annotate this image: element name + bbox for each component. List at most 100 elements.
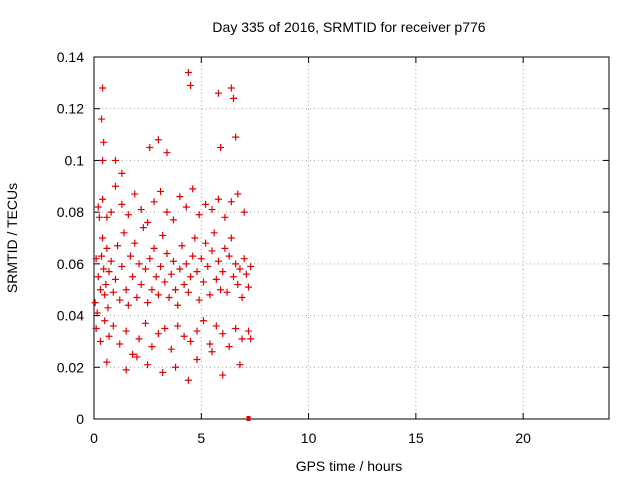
data-point bbox=[124, 211, 132, 219]
data-point bbox=[169, 257, 177, 265]
y-tick-label: 0.14 bbox=[57, 49, 84, 65]
data-point bbox=[129, 350, 137, 358]
data-point bbox=[219, 268, 227, 276]
data-point bbox=[214, 257, 222, 265]
data-point bbox=[217, 286, 225, 294]
data-point bbox=[92, 325, 100, 332]
data-point bbox=[105, 332, 113, 340]
data-point bbox=[206, 291, 214, 299]
data-point bbox=[159, 231, 167, 239]
data-point bbox=[93, 309, 101, 317]
data-point bbox=[176, 193, 184, 201]
data-point bbox=[199, 278, 207, 286]
y-tick-label: 0.02 bbox=[57, 359, 84, 375]
data-point bbox=[178, 242, 186, 250]
data-point bbox=[99, 195, 107, 203]
data-point bbox=[154, 330, 162, 338]
data-point bbox=[234, 281, 242, 289]
data-point bbox=[96, 286, 104, 294]
data-point bbox=[169, 216, 177, 224]
data-point bbox=[157, 187, 165, 195]
data-point bbox=[107, 257, 115, 265]
grid bbox=[94, 57, 609, 419]
data-point bbox=[99, 234, 107, 242]
data-point bbox=[94, 203, 102, 211]
data-point bbox=[174, 322, 182, 330]
data-point bbox=[92, 255, 100, 263]
data-point bbox=[103, 213, 111, 221]
data-point bbox=[184, 376, 192, 384]
data-point bbox=[133, 353, 141, 361]
data-point bbox=[240, 208, 248, 216]
data-point bbox=[124, 301, 132, 309]
data-point bbox=[238, 335, 246, 343]
x-tick-label: 20 bbox=[515, 430, 531, 446]
data-point bbox=[247, 335, 255, 343]
plot-area bbox=[93, 56, 610, 420]
data-point bbox=[111, 275, 119, 283]
data-point bbox=[182, 260, 190, 268]
data-point bbox=[137, 206, 145, 214]
data-point bbox=[146, 144, 154, 151]
data-point bbox=[152, 273, 160, 281]
data-point bbox=[187, 81, 195, 89]
data-point bbox=[180, 332, 188, 340]
data-point bbox=[184, 288, 192, 296]
data-points bbox=[91, 69, 255, 421]
data-point bbox=[206, 340, 214, 348]
data-point bbox=[133, 293, 141, 301]
data-point bbox=[161, 278, 169, 286]
data-point bbox=[227, 234, 235, 242]
data-point bbox=[157, 262, 165, 270]
data-point bbox=[219, 371, 227, 379]
data-point bbox=[182, 203, 190, 211]
data-point bbox=[126, 252, 134, 260]
y-axis-ticks: 0 0.02 0.04 0.06 0.08 0.1 0.12 0.14 bbox=[57, 49, 609, 427]
data-point bbox=[223, 288, 231, 296]
data-point bbox=[227, 198, 235, 206]
data-point bbox=[187, 337, 195, 345]
data-point bbox=[180, 281, 188, 289]
x-tick-label: 5 bbox=[197, 430, 205, 446]
data-point bbox=[148, 343, 156, 351]
data-point bbox=[107, 208, 115, 216]
data-point bbox=[116, 340, 124, 348]
data-point bbox=[189, 252, 197, 260]
data-point bbox=[208, 348, 216, 356]
data-point bbox=[103, 358, 111, 366]
data-point bbox=[150, 244, 158, 252]
data-point bbox=[247, 262, 255, 270]
y-tick-label: 0 bbox=[76, 411, 84, 427]
data-point bbox=[187, 273, 195, 281]
data-point bbox=[109, 288, 117, 296]
data-point bbox=[144, 361, 152, 369]
data-point bbox=[229, 273, 237, 281]
data-point bbox=[99, 156, 107, 164]
data-point bbox=[102, 281, 110, 289]
data-point bbox=[131, 239, 139, 247]
data-point bbox=[129, 273, 137, 281]
data-point bbox=[95, 213, 103, 221]
data-point bbox=[221, 213, 229, 221]
data-point bbox=[98, 252, 106, 260]
data-point bbox=[193, 327, 201, 335]
data-point bbox=[98, 115, 106, 123]
data-point bbox=[208, 206, 216, 214]
data-point bbox=[212, 275, 220, 283]
y-tick-label: 0.1 bbox=[65, 152, 85, 168]
data-point bbox=[101, 291, 109, 299]
data-point bbox=[111, 182, 119, 190]
data-point bbox=[142, 319, 149, 327]
data-point bbox=[195, 296, 203, 304]
data-point bbox=[172, 363, 180, 371]
data-point bbox=[242, 270, 250, 278]
data-point bbox=[176, 265, 184, 273]
data-point bbox=[118, 200, 126, 208]
data-point bbox=[131, 190, 139, 198]
data-point bbox=[120, 229, 128, 237]
x-tick-label: 15 bbox=[408, 430, 424, 446]
data-point bbox=[229, 94, 237, 102]
data-point bbox=[202, 239, 210, 247]
x-axis-label: GPS time / hours bbox=[296, 458, 403, 474]
